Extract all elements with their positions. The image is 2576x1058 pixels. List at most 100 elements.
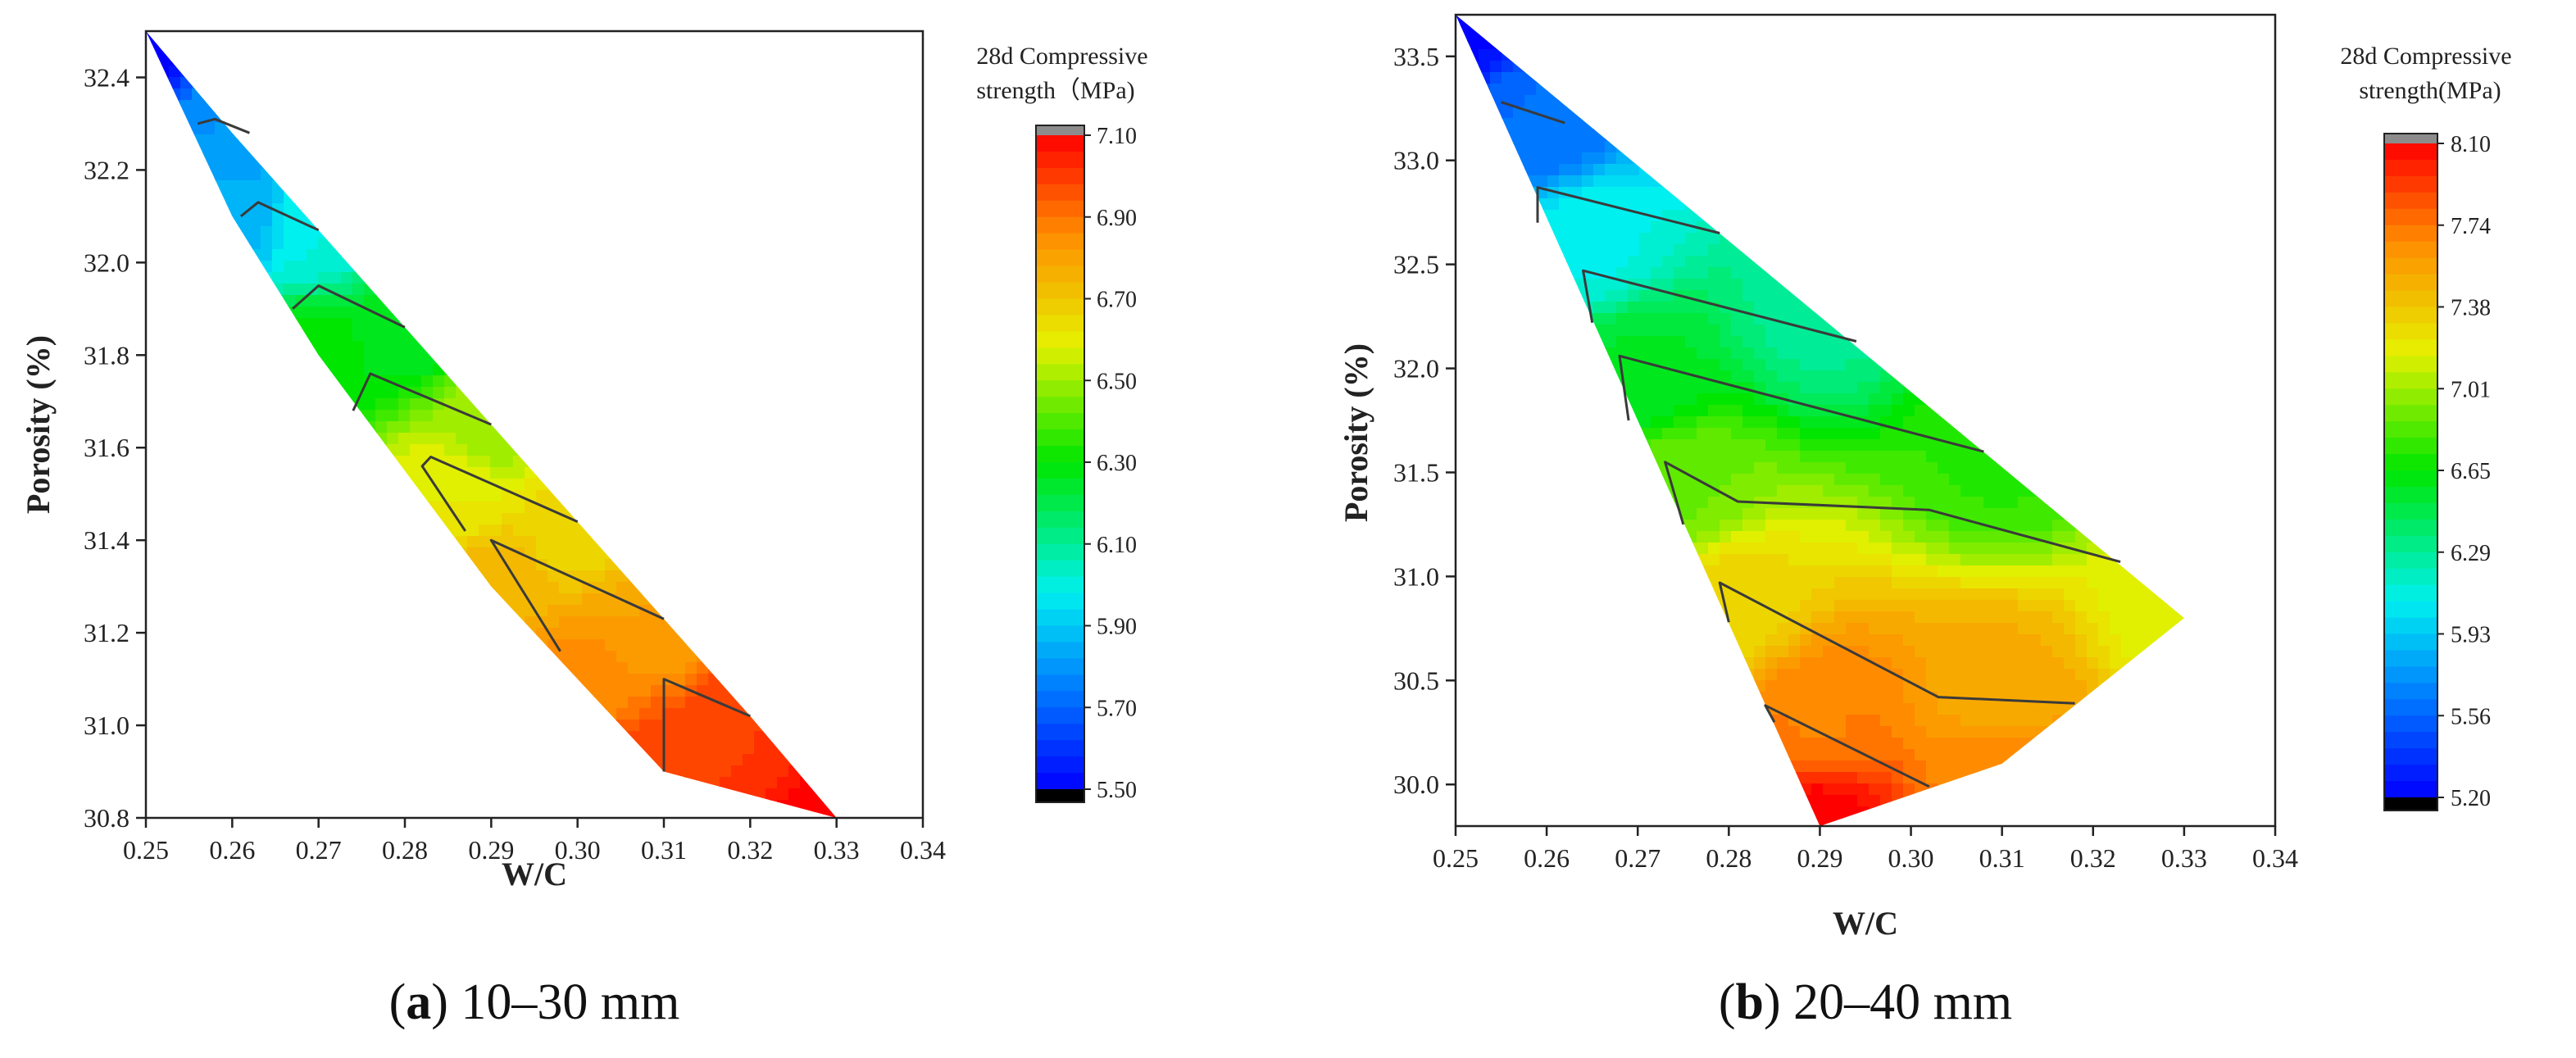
contour-cell [662,329,675,342]
contour-cell [800,823,812,835]
contour-cell [1823,38,1835,50]
contour-cell [616,467,629,479]
contour-cell [238,318,250,330]
contour-cell [605,54,617,66]
contour-cell [766,593,778,606]
contour-cell [674,77,686,89]
contour-cell [708,295,720,307]
contour-cell [295,43,307,55]
contour-cell [433,524,445,537]
contour-cell [697,146,709,158]
contour-cell [146,329,158,342]
contour-cell [456,731,468,743]
contour-cell [777,192,789,204]
contour-cell [834,502,837,514]
contour-cell [823,238,835,250]
contour-cell [238,77,250,89]
contour-cell [593,192,606,204]
contour-cell [743,111,755,124]
contour-cell [261,215,273,227]
contour-cell [788,708,801,720]
contour-cell [1582,15,1594,27]
contour-cell [1502,38,1514,50]
contour-cell [352,249,365,261]
colorbar-swatch [1036,380,1084,397]
contour-cell [570,54,583,66]
contour-cell [341,742,353,755]
contour-cell [513,352,525,365]
contour-cell [192,502,204,514]
contour-cell [536,674,548,686]
contour-cell [444,628,457,640]
contour-cell [674,708,686,720]
contour-cell [1811,49,1824,61]
contour-cell [651,157,663,170]
contour-cell [651,169,663,181]
contour-cell [421,192,434,204]
contour-cell [238,467,250,479]
contour-cell [421,89,434,101]
contour-cell [467,697,479,709]
contour-cell [582,731,594,743]
contour-cell [777,215,789,227]
contour-cell [203,570,216,583]
contour-cell [364,364,376,376]
contour-cell [834,146,837,158]
y-tick-label: 31.6 [84,433,129,462]
contour-cell [559,410,571,422]
contour-cell [834,284,837,296]
contour-cell [1674,61,1686,73]
contour-cell [215,570,227,583]
contour-cell [169,765,181,778]
contour-cell [329,203,342,216]
contour-cell [226,261,239,273]
contour-cell [674,616,686,629]
contour-cell [582,352,594,365]
contour-cell [1960,61,1973,73]
contour-cell [570,295,583,307]
contour-cell [605,433,617,445]
contour-cell [708,364,720,376]
contour-cell [754,823,766,835]
contour-cell [169,100,181,112]
contour-cell [502,295,514,307]
contour-cell [708,547,720,560]
contour-cell [605,375,617,388]
contour-cell [203,444,216,456]
contour-cell [754,593,766,606]
contour-cell [249,226,261,238]
contour-cell [593,100,606,112]
contour-cell [226,788,239,801]
contour-cell [846,685,858,697]
contour-cell [157,295,170,307]
contour-cell [238,410,250,422]
contour-cell [341,433,353,445]
contour-cell [662,261,675,273]
contour-cell [284,479,296,491]
x-axis-a: 0.25 0.26 0.27 0.28 0.29 0.30 0.31 0.32 0.33 0.34 [123,818,946,865]
contour-cell [352,169,365,181]
contour-cell [513,77,525,89]
contour-cell [433,364,445,376]
contour-cell [639,295,652,307]
contour-cell [731,502,743,514]
contour-cell [375,146,388,158]
contour-cell [157,77,170,89]
contour-cell [502,31,514,43]
contour-cell [559,502,571,514]
contour-cell [157,157,170,170]
contour-cell [1720,38,1732,50]
contour-cell [1869,61,1881,73]
contour-cell [731,742,743,755]
contour-cell [570,639,583,652]
contour-cell [318,674,330,686]
contour-cell [364,272,376,284]
contour-cell [834,788,837,801]
contour-cell [375,616,388,629]
contour-cell [433,284,445,296]
contour-cell [146,238,158,250]
contour-cell [639,547,652,560]
contour-cell [410,146,422,158]
contour-cell [754,215,766,227]
contour-cell [226,192,239,204]
